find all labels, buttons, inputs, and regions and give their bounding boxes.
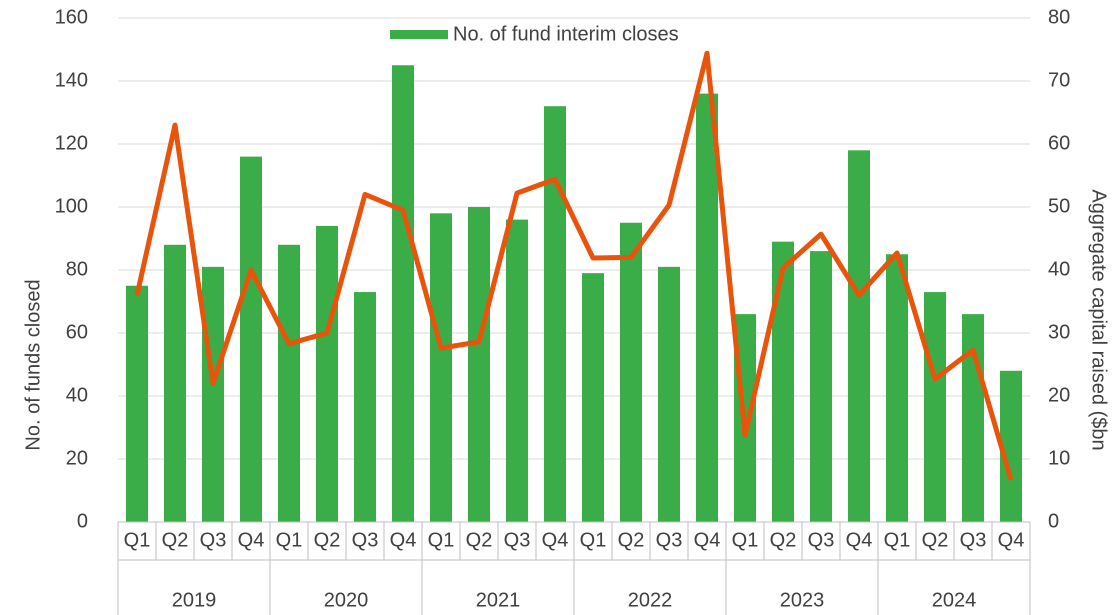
y-tick-label: 160: [55, 6, 88, 28]
bar: [505, 219, 529, 522]
x-tick-label: Q4: [238, 529, 265, 551]
x-tick-label: Q3: [656, 529, 683, 551]
x-tick-label: Q2: [314, 529, 341, 551]
x-tick-label: Q2: [770, 529, 797, 551]
bar: [543, 106, 567, 522]
bar: [771, 241, 795, 522]
bar: [657, 266, 681, 522]
bar: [353, 292, 377, 522]
x-tick-label: Q2: [618, 529, 645, 551]
y2-tick-label: 10: [1048, 447, 1070, 469]
x-tick-label: Q2: [922, 529, 949, 551]
bar: [467, 207, 491, 522]
y2-axis-label: Aggregate capital raised ($bn: [1088, 189, 1110, 450]
y2-tick-label: 40: [1048, 258, 1070, 280]
x-tick-label: Q4: [998, 529, 1025, 551]
bar: [429, 213, 453, 523]
y-tick-label: 0: [77, 510, 88, 532]
y2-tick-label: 50: [1048, 195, 1070, 217]
bar: [239, 156, 263, 522]
year-label: 2020: [324, 589, 369, 611]
bar: [619, 222, 643, 522]
x-tick-label: Q1: [732, 529, 759, 551]
y-tick-label: 60: [66, 321, 88, 343]
bar: [125, 285, 149, 522]
bar: [315, 225, 339, 522]
x-tick-label: Q2: [162, 529, 189, 551]
y-tick-label: 40: [66, 384, 88, 406]
year-label: 2022: [628, 589, 673, 611]
y-tick-label: 140: [55, 69, 88, 91]
y-tick-label: 100: [55, 195, 88, 217]
x-tick-label: Q1: [884, 529, 911, 551]
year-label: 2021: [476, 589, 521, 611]
x-tick-label: Q1: [428, 529, 455, 551]
x-tick-label: Q3: [960, 529, 987, 551]
x-tick-label: Q4: [542, 529, 569, 551]
line: [134, 50, 1014, 481]
y2-tick-label: 0: [1048, 510, 1059, 532]
bar: [277, 244, 301, 523]
y2-tick-label: 70: [1048, 69, 1070, 91]
x-tick-label: Q3: [200, 529, 227, 551]
legend-swatch: [390, 30, 448, 39]
bar: [391, 65, 415, 522]
x-tick-label: Q1: [276, 529, 303, 551]
year-label: 2024: [932, 589, 977, 611]
bar: [961, 314, 985, 522]
y-axis-label: No. of funds closed: [22, 279, 44, 450]
y-tick-label: 120: [55, 132, 88, 154]
bar: [163, 244, 187, 523]
year-label: 2023: [780, 589, 825, 611]
year-label: 2019: [172, 589, 217, 611]
bar: [923, 292, 947, 522]
y-tick-label: 80: [66, 258, 88, 280]
x-tick-label: Q4: [846, 529, 873, 551]
legend-label: No. of fund interim closes: [453, 23, 679, 45]
bar: [581, 273, 605, 522]
y2-tick-label: 60: [1048, 132, 1070, 154]
bar: [885, 254, 909, 522]
y2-tick-label: 20: [1048, 384, 1070, 406]
y2-tick-label: 80: [1048, 6, 1070, 28]
x-tick-label: Q1: [580, 529, 607, 551]
x-tick-label: Q3: [352, 529, 379, 551]
x-tick-label: Q4: [694, 529, 721, 551]
x-tick-label: Q2: [466, 529, 493, 551]
x-tick-label: Q3: [504, 529, 531, 551]
bar: [201, 266, 225, 522]
x-tick-label: Q3: [808, 529, 835, 551]
x-tick-label: Q1: [124, 529, 151, 551]
y-tick-label: 20: [66, 447, 88, 469]
bar: [809, 251, 833, 522]
bar: [999, 370, 1023, 522]
x-tick-label: Q4: [390, 529, 417, 551]
bar: [695, 93, 719, 522]
bar: [847, 150, 871, 523]
y2-tick-label: 30: [1048, 321, 1070, 343]
